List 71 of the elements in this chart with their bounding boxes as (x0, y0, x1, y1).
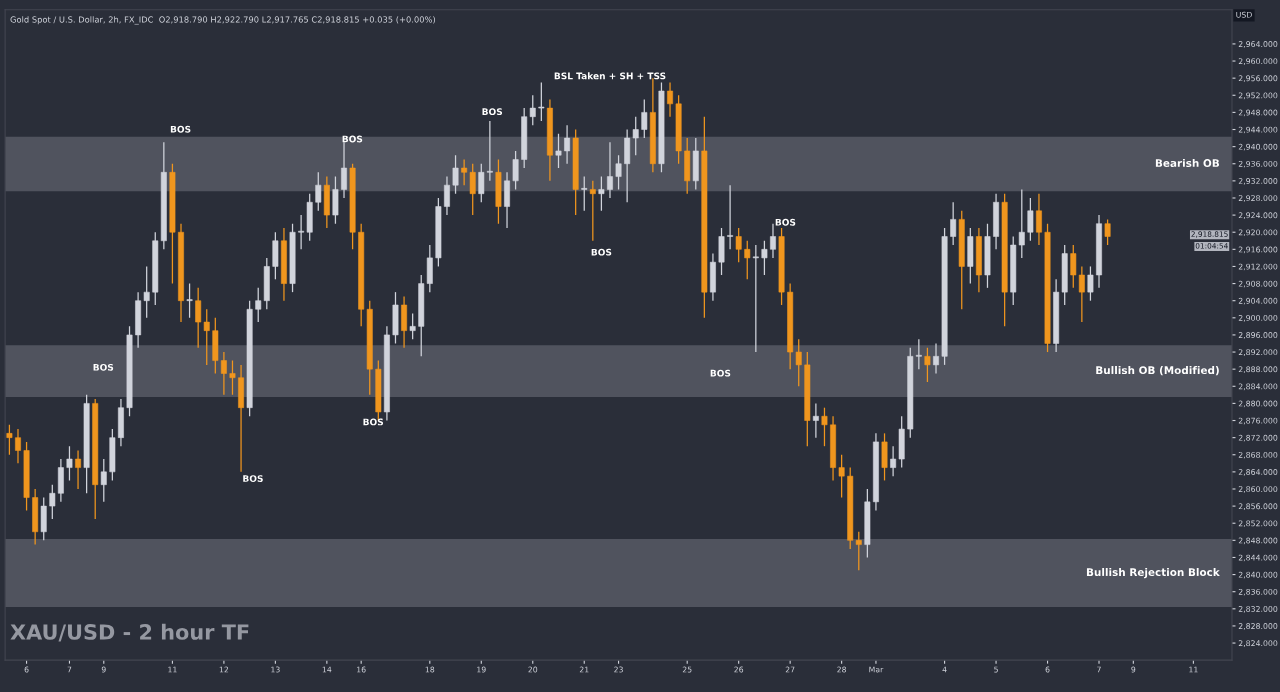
candlestick (632, 116, 639, 156)
candlestick (469, 163, 476, 216)
candlestick (615, 154, 622, 191)
candlestick (203, 308, 210, 366)
candlestick (761, 240, 768, 276)
annotation: BOS (482, 108, 503, 116)
candlestick (195, 287, 202, 349)
candlestick (795, 338, 802, 387)
candlestick (100, 458, 107, 503)
candlestick (66, 445, 73, 482)
candlestick (555, 133, 562, 169)
annotation: BOS (93, 363, 114, 371)
annotation: BOS (170, 125, 191, 133)
candlestick (744, 240, 751, 280)
candlestick (727, 184, 734, 250)
candlestick (478, 163, 485, 203)
annotation: BSL Taken + SH + TSS (554, 72, 666, 80)
candlestick (143, 265, 150, 319)
candlestick (924, 347, 931, 383)
annotation: BOS (591, 248, 612, 256)
candlestick (667, 81, 673, 118)
candlestick (538, 81, 545, 122)
candlestick (564, 124, 571, 165)
candlestick (1027, 197, 1034, 242)
candlestick (49, 484, 56, 520)
candlestick (890, 445, 897, 477)
candlestick (452, 154, 459, 195)
candlestick (1036, 193, 1042, 246)
candlestick (735, 227, 742, 263)
candlestick (933, 342, 939, 375)
candlestick (75, 449, 81, 490)
candlestick (812, 402, 819, 439)
candlestick (529, 94, 536, 126)
candlestick (315, 171, 322, 212)
candlestick (1104, 218, 1111, 246)
candlestick (598, 175, 605, 212)
band-label: Bullish Rejection Block (1086, 568, 1220, 579)
candlestick (607, 141, 613, 199)
text: Gold Spot / U.S. Dollar, 2h, FX_IDC O2,918.790 H2,922.790 L2,917.765 C2,918.815 +0.035 (+0.00%) (10, 16, 435, 25)
candlestick (15, 428, 21, 464)
candlestick (229, 359, 236, 396)
candlestick (512, 150, 519, 191)
candlestick (486, 120, 493, 182)
annotation: BOS (363, 418, 384, 426)
candlestick (6, 424, 13, 456)
text: XAU/USD - 2 hour TF (10, 623, 249, 642)
candlestick (409, 312, 416, 340)
candlestick (589, 180, 596, 242)
candlestick (1078, 265, 1085, 323)
candlestick (752, 244, 759, 353)
candlestick (444, 175, 450, 216)
candlestick (1070, 244, 1077, 289)
annotation: BOS (342, 135, 363, 143)
candlestick (821, 407, 828, 447)
candlestick (581, 175, 588, 212)
candlestick (220, 351, 227, 396)
candlestick (461, 158, 468, 186)
annotation: BOS (775, 218, 796, 226)
candlestick (915, 338, 922, 370)
annotation: BOS (243, 475, 263, 482)
annotation: BOS (710, 369, 731, 377)
candlestick (186, 282, 193, 319)
candlestick (641, 98, 648, 139)
candlestick (838, 454, 845, 499)
candlestick (770, 223, 776, 259)
candlestick (341, 141, 347, 199)
band-label: Bearish OB (1155, 158, 1219, 167)
candlestick (1087, 265, 1094, 302)
band-label: Bullish OB (Modified) (1096, 366, 1219, 376)
candlestick (298, 214, 305, 250)
candlestick (950, 201, 957, 246)
